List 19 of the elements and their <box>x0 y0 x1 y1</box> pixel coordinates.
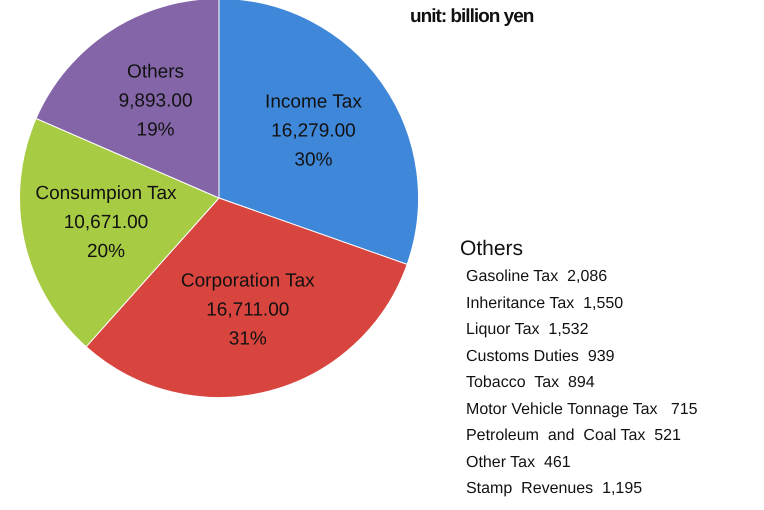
text: Inheritance Tax 1,550 <box>466 294 624 314</box>
text: Stamp Revenues 1,195 <box>466 479 644 499</box>
slice-label: Others <box>127 61 184 82</box>
text: Gasoline Tax 2,086 <box>466 267 608 287</box>
text: Other Tax 461 <box>466 452 572 472</box>
data-label: 16,279.00 30% <box>271 120 356 170</box>
slice-label: Consumpion Tax <box>35 183 178 204</box>
text: Customs Duties 939 <box>466 346 616 366</box>
data-label: 9,893.00 19% <box>118 90 193 140</box>
data-label: 10,671.00 20% <box>64 212 148 262</box>
text: Tobacco Tax 894 <box>466 373 596 393</box>
data-label: 16,711.00 31% <box>206 299 290 350</box>
slice-label: Income Tax <box>265 91 362 112</box>
text: Motor Vehicle Tonnage Tax 715 <box>466 400 698 420</box>
text: Others <box>460 236 524 262</box>
text: Liquor Tax 1,532 <box>466 320 590 340</box>
slice-label: Corporation Tax <box>180 270 316 292</box>
text: unit: billion yen <box>410 6 534 28</box>
text: Petroleum and Coal Tax 521 <box>466 426 682 446</box>
